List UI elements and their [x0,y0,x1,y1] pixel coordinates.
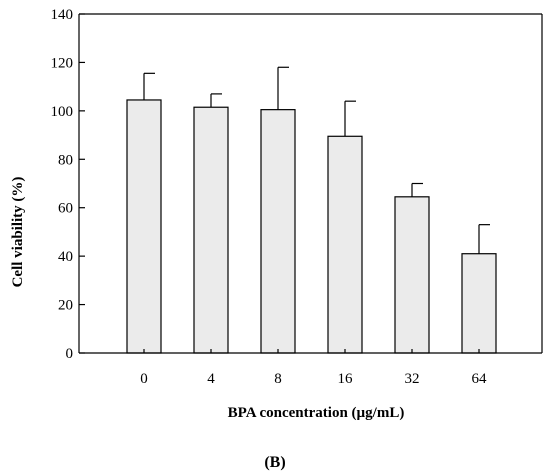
x-tick-label-4: 4 [207,371,215,387]
x-tick-label-16: 16 [338,371,354,387]
panel-label: (B) [264,454,285,471]
y-tick-label-1: 20 [58,298,73,314]
y-tick-label-7: 140 [51,7,74,23]
bar-32 [394,196,430,354]
y-tick-label-3: 60 [58,201,73,217]
error-bar-4 [210,93,222,108]
y-tick-label-0: 0 [66,346,74,362]
y-axis-title: Cell viability (%) [10,177,26,288]
y-ticks-layer: 0 20 40 60 80 100 120 140 [51,7,85,362]
error-bar-8 [277,66,289,110]
y-tick-label-2: 40 [58,249,73,265]
error-bars-layer [143,66,490,254]
y-tick-label-5: 100 [51,104,74,120]
x-tick-label-32: 32 [405,371,420,387]
x-ticks-layer: 0 4 8 16 32 64 [140,349,487,387]
x-tick-label-8: 8 [274,371,282,387]
bar-0 [126,99,162,354]
y-tick-label-4: 80 [58,152,73,168]
bar-16 [327,135,363,354]
axes-layer [78,13,543,354]
error-bar-0 [143,72,155,100]
bars-layer [126,99,497,354]
bar-4 [193,106,229,354]
bar-8 [260,109,296,354]
y-tick-label-6: 120 [51,55,74,71]
error-bar-16 [344,100,356,137]
x-tick-label-64: 64 [472,371,488,387]
x-axis-title: BPA concentration (µg/mL) [228,405,405,421]
bar-64 [461,253,497,354]
error-bar-64 [478,224,490,254]
error-bar-32 [411,182,423,197]
x-tick-label-0: 0 [140,371,148,387]
